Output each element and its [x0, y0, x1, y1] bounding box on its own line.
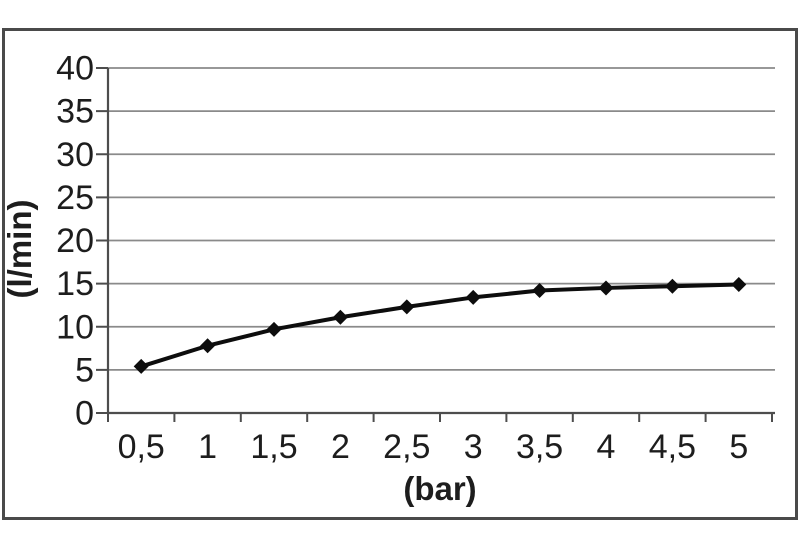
- tick-labels-layer: 0 5 10 15 20 25 30 35 40 0,5 1 1,5 2 2,5 3 3,5 4 4,5 5: [56, 50, 748, 467]
- y-tick-label-0: 0: [75, 395, 94, 433]
- x-tick-label-6: 3,5: [516, 428, 563, 466]
- data-point-marker-1: [200, 338, 216, 354]
- data-point-marker-7: [598, 280, 614, 296]
- data-point-marker-5: [465, 289, 481, 305]
- x-tick-label-5: 3: [464, 428, 483, 466]
- x-tick-label-3: 2: [331, 428, 350, 466]
- axes-layer: [96, 67, 775, 422]
- data-point-marker-4: [399, 299, 415, 315]
- x-axis-title: (bar): [403, 470, 476, 507]
- series-line-flow-rate-vs-pressure: [139, 282, 741, 369]
- y-axis-title: (l/min): [1, 200, 38, 299]
- data-point-marker-2: [266, 321, 282, 337]
- y-tick-label-15: 15: [56, 265, 94, 303]
- data-point-marker-9: [731, 276, 747, 292]
- x-tick-label-7: 4: [597, 428, 616, 466]
- y-tick-label-30: 30: [56, 136, 94, 174]
- y-tick-label-20: 20: [56, 222, 94, 260]
- x-tick-label-1: 1: [198, 428, 217, 466]
- x-tick-label-0: 0,5: [118, 428, 165, 466]
- data-point-marker-0: [133, 358, 149, 374]
- y-tick-label-35: 35: [56, 93, 94, 131]
- data-series-layer: [133, 276, 747, 374]
- data-point-marker-6: [532, 283, 548, 299]
- data-point-marker-3: [332, 309, 348, 325]
- x-tick-label-4: 2,5: [383, 428, 430, 466]
- x-tick-label-9: 5: [729, 428, 748, 466]
- gridlines-layer: [108, 67, 775, 371]
- x-tick-label-8: 4,5: [649, 428, 696, 466]
- x-tick-label-2: 1,5: [250, 428, 297, 466]
- data-point-marker-8: [664, 278, 680, 294]
- y-tick-label-40: 40: [56, 50, 94, 88]
- y-tick-label-10: 10: [56, 308, 94, 346]
- y-tick-label-5: 5: [75, 351, 94, 389]
- y-tick-label-25: 25: [56, 179, 94, 217]
